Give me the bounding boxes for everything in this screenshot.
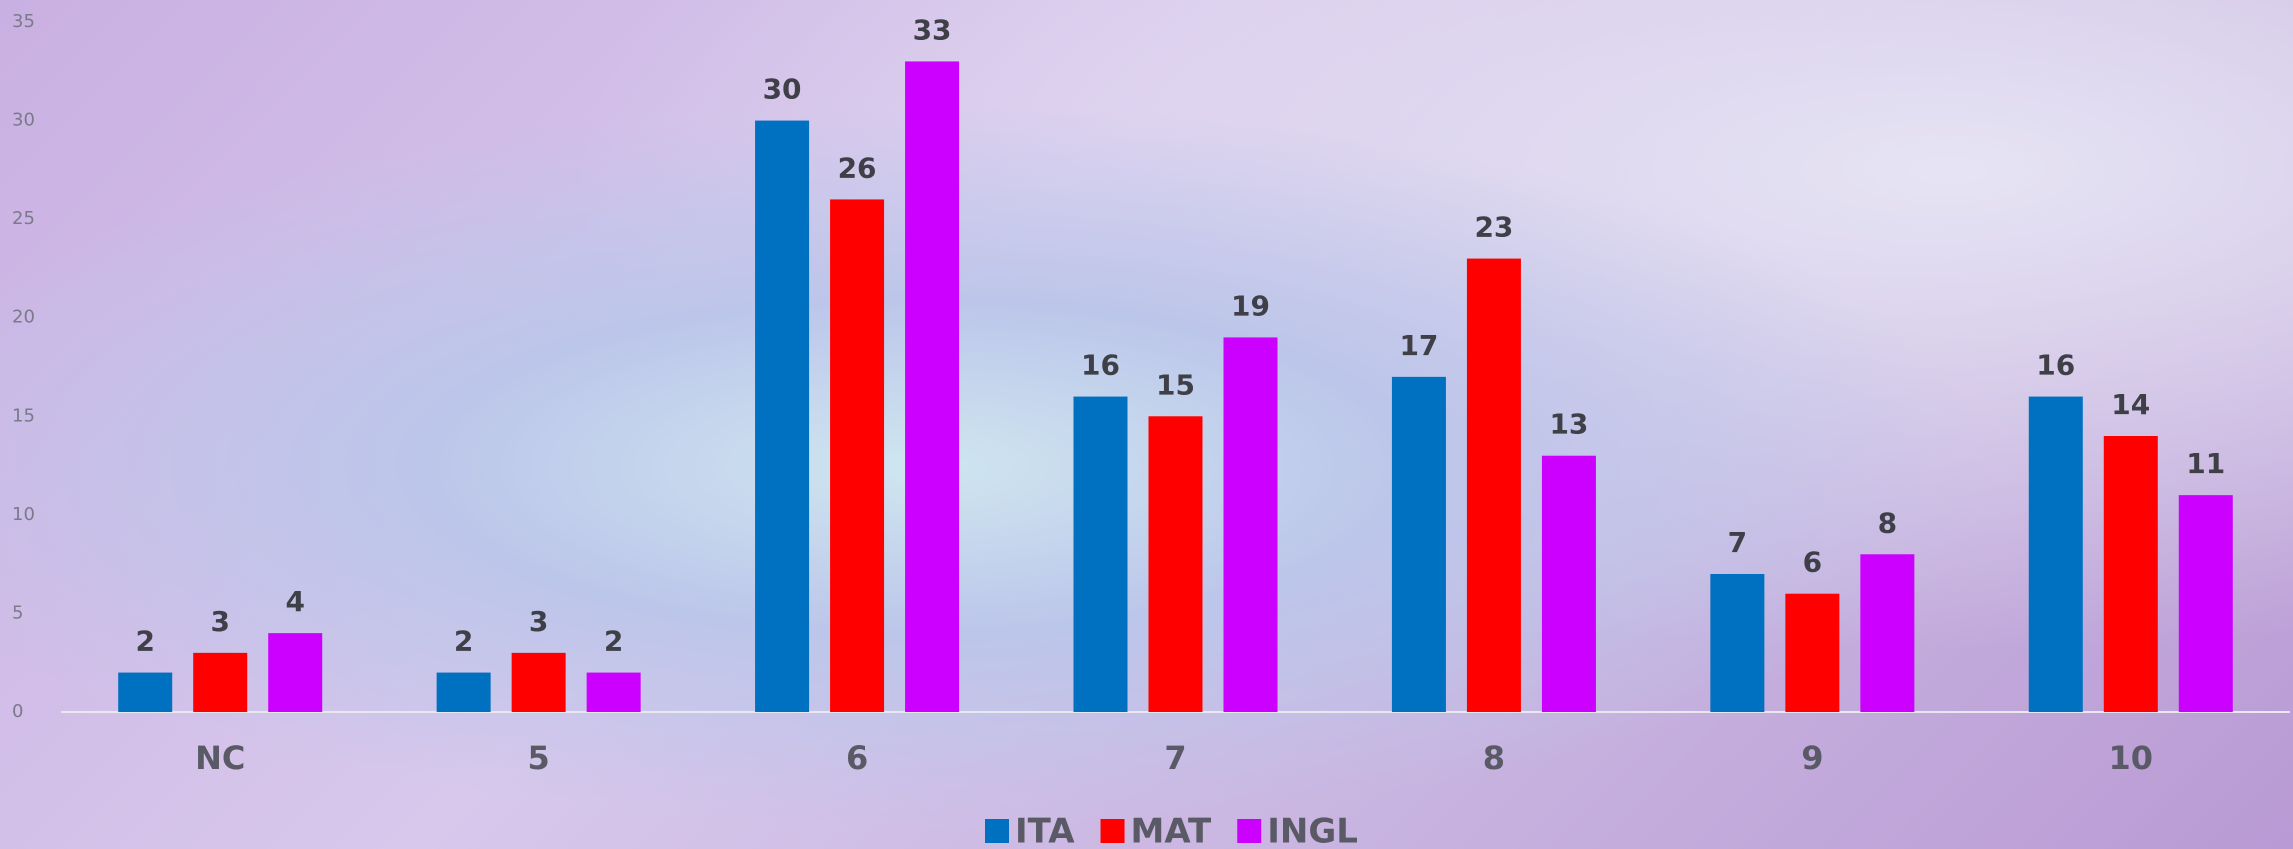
legend-label: INGL xyxy=(1267,812,1358,849)
bar xyxy=(1860,554,1915,712)
value-label: 30 xyxy=(763,73,802,106)
value-label: 4 xyxy=(285,585,304,618)
value-label: 26 xyxy=(838,151,877,184)
bar xyxy=(2103,436,2158,712)
bar xyxy=(586,672,641,712)
bar xyxy=(193,652,248,712)
y-tick-label: 0 xyxy=(12,701,23,722)
legend-swatch xyxy=(985,819,1009,843)
value-label: 23 xyxy=(1474,211,1513,244)
x-tick-label: 6 xyxy=(846,739,868,777)
y-tick-label: 5 xyxy=(12,602,23,623)
y-tick-label: 35 xyxy=(12,11,35,32)
x-tick-label: 8 xyxy=(1483,739,1505,777)
bar xyxy=(268,633,323,712)
value-label: 2 xyxy=(454,625,473,658)
bar xyxy=(2178,495,2233,712)
bar xyxy=(755,120,810,713)
bar xyxy=(118,672,173,712)
value-label: 17 xyxy=(1399,329,1438,362)
x-tick-label: 5 xyxy=(528,739,550,777)
legend-swatch xyxy=(1100,819,1125,843)
value-label: 6 xyxy=(1803,546,1822,579)
value-label: 11 xyxy=(2186,447,2225,480)
bar xyxy=(1391,376,1446,712)
bar xyxy=(830,199,885,712)
value-label: 16 xyxy=(1081,349,1120,382)
legend-label: ITA xyxy=(1015,812,1075,849)
bar xyxy=(1148,416,1203,712)
value-label: 19 xyxy=(1231,289,1270,322)
value-label: 3 xyxy=(529,605,548,638)
value-label: 15 xyxy=(1156,368,1195,401)
y-tick-label: 25 xyxy=(12,208,35,229)
x-tick-label: 10 xyxy=(2109,739,2154,777)
legend-swatch xyxy=(1237,819,1262,843)
value-label: 2 xyxy=(135,625,154,658)
x-tick-label: NC xyxy=(195,739,245,777)
value-label: 33 xyxy=(913,13,952,46)
value-label: 14 xyxy=(2111,388,2150,421)
bar xyxy=(1223,337,1278,712)
value-label: 16 xyxy=(2036,349,2075,382)
y-tick-label: 30 xyxy=(12,110,35,131)
bar xyxy=(2028,396,2083,712)
bar xyxy=(1466,258,1521,712)
y-tick-label: 20 xyxy=(12,307,35,328)
bar xyxy=(511,652,566,712)
legend-label: MAT xyxy=(1131,812,1213,849)
value-label: 2 xyxy=(604,625,623,658)
value-label: 13 xyxy=(1549,408,1588,441)
value-label: 7 xyxy=(1728,526,1747,559)
bar xyxy=(1541,455,1596,712)
bar xyxy=(905,61,960,712)
value-label: 3 xyxy=(210,605,229,638)
x-tick-label: 9 xyxy=(1801,739,1823,777)
bar xyxy=(436,672,491,712)
bar xyxy=(1785,593,1840,712)
y-tick-label: 10 xyxy=(12,504,35,525)
x-tick-label: 7 xyxy=(1164,739,1186,777)
bar xyxy=(1073,396,1128,712)
y-tick-label: 15 xyxy=(12,405,35,426)
value-label: 8 xyxy=(1878,506,1897,539)
bar xyxy=(1710,574,1765,712)
